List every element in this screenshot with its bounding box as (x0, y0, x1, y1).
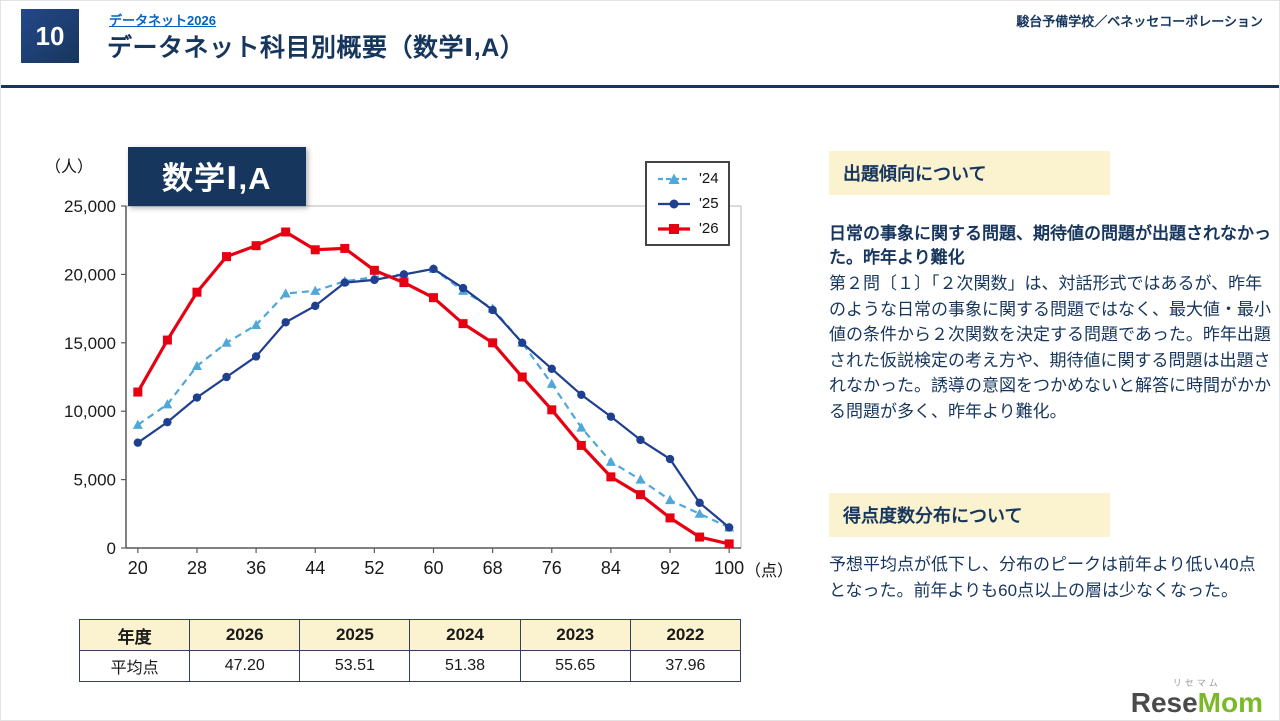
svg-text:0: 0 (107, 539, 116, 558)
svg-text:25,000: 25,000 (64, 197, 116, 216)
table-header-row: 年度 2026 2025 2024 2023 2022 (78, 619, 742, 651)
trends-lead-text: 日常の事象に関する問題、期待値の問題が出題されなかった。昨年より難化 (829, 224, 1271, 267)
table-row-label: 平均点 (78, 650, 191, 682)
table-value-cell: 37.96 (629, 650, 742, 682)
table-header-cell: 年度 (78, 619, 191, 651)
svg-text:5,000: 5,000 (73, 471, 116, 490)
svg-text:10,000: 10,000 (64, 402, 116, 421)
legend-marker-square (658, 223, 690, 234)
svg-text:15,000: 15,000 (64, 334, 116, 353)
y-axis-unit-label: （人） (45, 159, 94, 176)
resemom-logo-ruby: リセマム (1172, 677, 1221, 688)
legend-label: '25 (699, 195, 719, 212)
svg-text:44: 44 (305, 558, 325, 578)
header-divider (1, 85, 1279, 88)
legend-marker-circle (658, 199, 690, 208)
legend-label: '24 (699, 170, 719, 187)
legend-label: '26 (699, 220, 719, 237)
svg-text:76: 76 (542, 558, 562, 578)
table-value-cell: 55.65 (519, 650, 631, 682)
svg-text:84: 84 (601, 558, 621, 578)
legend-item: '24 (656, 166, 719, 191)
table-value-cell: 53.51 (299, 650, 411, 682)
legend-item: '26 (656, 216, 719, 241)
legend-marker-triangle (658, 173, 690, 184)
chart-legend: '24 '25 '26 (645, 161, 730, 246)
slide-number-badge: 10 (21, 9, 79, 63)
table-value-cell: 51.38 (409, 650, 521, 682)
breadcrumb-link[interactable]: データネット2026 (109, 13, 216, 28)
panel-heading-distribution: 得点度数分布について (829, 493, 1110, 537)
svg-text:28: 28 (187, 558, 207, 578)
table-header-cell: 2024 (409, 619, 521, 651)
svg-text:68: 68 (483, 558, 503, 578)
table-header-cell: 2025 (299, 619, 411, 651)
svg-text:92: 92 (660, 558, 680, 578)
svg-text:52: 52 (364, 558, 384, 578)
svg-text:20: 20 (128, 558, 148, 578)
table-header-cell: 2023 (519, 619, 631, 651)
svg-text:36: 36 (246, 558, 266, 578)
organization-label: 駿台予備学校／ベネッセコーポレーション (1016, 14, 1263, 29)
chart-title: 数学Ⅰ,A (128, 147, 306, 206)
svg-text:20,000: 20,000 (64, 265, 116, 284)
average-score-table: 年度 2026 2025 2024 2023 2022 平均点 47.20 53… (78, 619, 742, 682)
resemom-logo[interactable]: リセマム ReseMom (1130, 677, 1263, 718)
svg-text:100: 100 (714, 558, 744, 578)
svg-text:60: 60 (423, 558, 443, 578)
table-value-cell: 47.20 (189, 650, 301, 682)
panel-heading-trends: 出題傾向について (829, 151, 1110, 195)
table-header-cell: 2022 (629, 619, 742, 651)
x-axis-unit-label: （点） (745, 563, 794, 580)
table-header-cell: 2026 (189, 619, 301, 651)
trends-body-text: 第２問〔１〕「２次関数」は、対話形式ではあるが、昨年のような日常の事象に関する問… (829, 274, 1271, 421)
resemom-logo-text: ReseMom (1130, 686, 1263, 718)
table-data-row: 平均点 47.20 53.51 51.38 55.65 37.96 (78, 650, 742, 682)
page-title: データネット科目別概要（数学Ⅰ,A） (107, 34, 526, 62)
distribution-body-text: 予想平均点が低下し、分布のピークは前年より低い40点となった。前年よりも60点以… (829, 555, 1256, 600)
legend-item: '25 (656, 191, 719, 216)
score-distribution-chart: 0 5,000 10,000 15,000 20,000 25,000 20 28 36 44 52… (64, 197, 744, 578)
